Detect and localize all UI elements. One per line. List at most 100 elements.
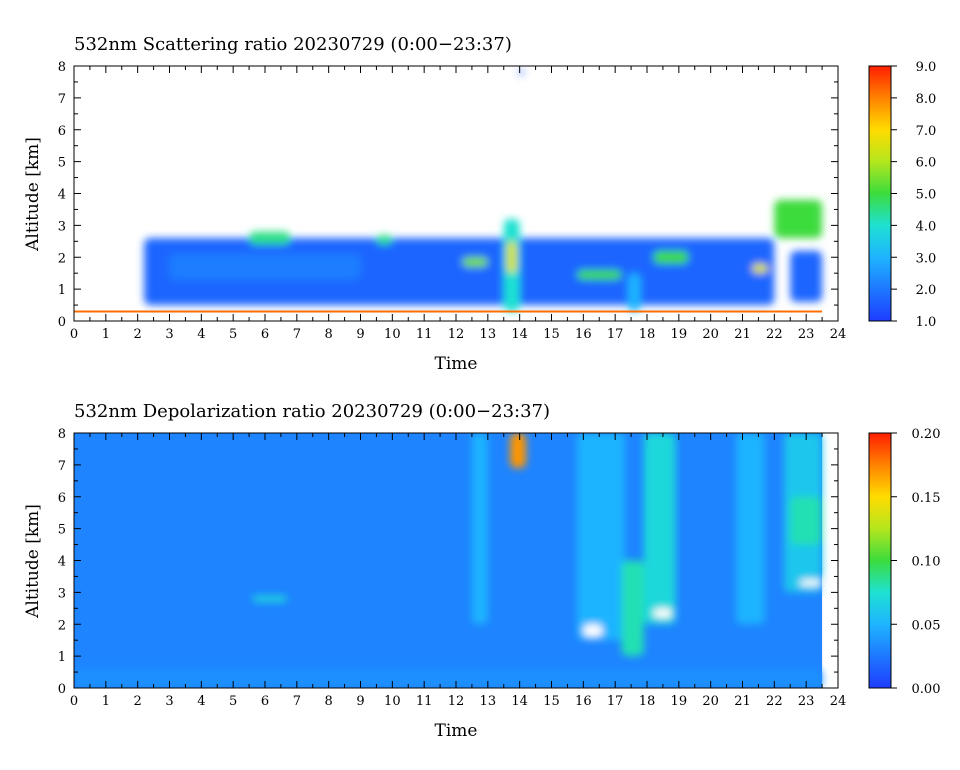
data-coverage	[74, 433, 823, 688]
colorbar-tick-label: 2.0	[916, 283, 937, 298]
y-tick-label: 4	[58, 555, 66, 570]
x-tick-label: 10	[384, 327, 401, 342]
plot-area	[74, 433, 838, 688]
x-tick-label: 10	[384, 694, 401, 709]
x-tick-label: 14	[511, 694, 528, 709]
x-tick-label: 5	[229, 694, 237, 709]
colorbar-tick-label: 3.0	[916, 251, 937, 266]
x-tick-label: 3	[165, 327, 173, 342]
x-tick-label: 2	[134, 327, 142, 342]
heatmap-cell	[799, 579, 823, 586]
panel-scattering-ratio: 532nm Scattering ratio 20230729 (0:00−23…	[23, 34, 936, 374]
x-tick-label: 13	[480, 694, 497, 709]
x-tick-label: 23	[798, 694, 815, 709]
x-tick-label: 0	[70, 694, 78, 709]
x-tick-label: 8	[325, 694, 333, 709]
heatmap-cell	[583, 624, 603, 637]
heatmap-cell	[736, 433, 765, 625]
x-tick-label: 4	[197, 327, 205, 342]
heatmap-cell	[752, 263, 768, 274]
x-tick-label: 9	[356, 694, 364, 709]
heatmap-cell	[774, 199, 823, 239]
heatmap-cell	[462, 257, 488, 267]
x-tick-label: 1	[102, 327, 110, 342]
x-tick-label: 13	[480, 327, 497, 342]
x-tick-label: 18	[639, 327, 656, 342]
y-tick-label: 2	[58, 618, 66, 633]
x-tick-label: 17	[607, 694, 624, 709]
y-tick-label: 1	[58, 283, 66, 298]
x-axis-label: Time	[435, 721, 478, 741]
heatmap-cell	[576, 433, 625, 641]
heatmap-cell	[506, 241, 517, 274]
panel-title: 532nm Depolarization ratio 20230729 (0:0…	[74, 401, 550, 422]
x-tick-label: 21	[734, 327, 751, 342]
heatmap-cell	[74, 668, 823, 688]
heatmap-cell	[471, 433, 488, 625]
x-axis-label: Time	[435, 354, 478, 374]
x-tick-label: 15	[543, 327, 560, 342]
colorbar: 0.00 0.05 0.10 0.15 0.20	[868, 427, 941, 697]
colorbar-tick-label: 1.0	[916, 315, 937, 330]
x-tick-label: 20	[702, 694, 719, 709]
y-tick-label: 7	[58, 459, 66, 474]
colorbar-tick-label: 4.0	[916, 219, 937, 234]
x-tick-label: 11	[416, 694, 433, 709]
panel-title: 532nm Scattering ratio 20230729 (0:00−23…	[74, 34, 512, 55]
x-tick-label: 4	[197, 694, 205, 709]
heatmap-cell	[653, 250, 689, 264]
heatmap-cell	[169, 254, 361, 280]
x-tick-label: 11	[416, 327, 433, 342]
x-axis: 0 1 2 3 4 5 6 7 8 9 10 11 12 13 14 15 16 17 18 19 20 21 22 23 24	[70, 433, 846, 709]
y-tick-label: 4	[58, 188, 66, 203]
y-tick-label: 8	[58, 60, 66, 75]
colorbar-gradient	[868, 432, 892, 689]
x-tick-label: 23	[798, 327, 815, 342]
y-tick-label: 2	[58, 251, 66, 266]
x-tick-label: 24	[830, 327, 847, 342]
colorbar-tick-label: 0.00	[912, 682, 941, 697]
heatmap-cell	[621, 560, 644, 657]
colorbar-tick-label: 0.20	[912, 427, 941, 442]
heatmap-cell	[510, 433, 527, 469]
y-tick-label: 8	[58, 427, 66, 442]
x-tick-label: 22	[766, 694, 783, 709]
heatmap-cell	[643, 433, 676, 625]
x-tick-label: 2	[134, 694, 142, 709]
x-tick-label: 1	[102, 694, 110, 709]
panel-depolarization-ratio: 532nm Depolarization ratio 20230729 (0:0…	[23, 401, 940, 741]
y-tick-label: 5	[58, 156, 66, 171]
x-tick-label: 18	[639, 694, 656, 709]
data-regions	[144, 69, 823, 312]
plot-area	[74, 66, 838, 321]
x-tick-label: 9	[356, 327, 364, 342]
y-tick-label: 5	[58, 523, 66, 538]
x-tick-label: 16	[575, 327, 592, 342]
colorbar-tick-label: 6.0	[916, 156, 937, 171]
y-tick-label: 0	[58, 315, 66, 330]
y-axis-label: Altitude [km]	[23, 504, 43, 619]
colorbar-tick-label: 0.10	[912, 555, 941, 570]
heatmap-cell	[519, 69, 523, 76]
x-tick-label: 0	[70, 327, 78, 342]
x-tick-label: 12	[448, 694, 465, 709]
colorbar-tick-label: 0.15	[912, 491, 941, 506]
x-axis: 0 1 2 3 4 5 6 7 8 9 10 11 12 13 14 15 16 17 18 19 20 21 22 23 24	[70, 66, 846, 342]
heatmap-cell	[249, 231, 291, 245]
x-tick-label: 7	[293, 327, 301, 342]
x-tick-label: 5	[229, 327, 237, 342]
colorbar: 1.0 2.0 3.0 4.0 5.0 6.0 7.0 8.0 9.0	[868, 60, 937, 330]
colorbar-tick-label: 0.05	[912, 618, 941, 633]
y-tick-label: 7	[58, 92, 66, 107]
x-tick-label: 7	[293, 694, 301, 709]
heatmap-cell	[790, 250, 823, 302]
colorbar-tick-label: 9.0	[916, 60, 937, 75]
x-tick-label: 8	[325, 327, 333, 342]
x-tick-label: 3	[165, 694, 173, 709]
y-tick-label: 3	[58, 586, 66, 601]
heatmap-cell	[653, 608, 673, 618]
x-tick-label: 21	[734, 694, 751, 709]
y-tick-label: 0	[58, 682, 66, 697]
colorbar-tick-label: 7.0	[916, 124, 937, 139]
